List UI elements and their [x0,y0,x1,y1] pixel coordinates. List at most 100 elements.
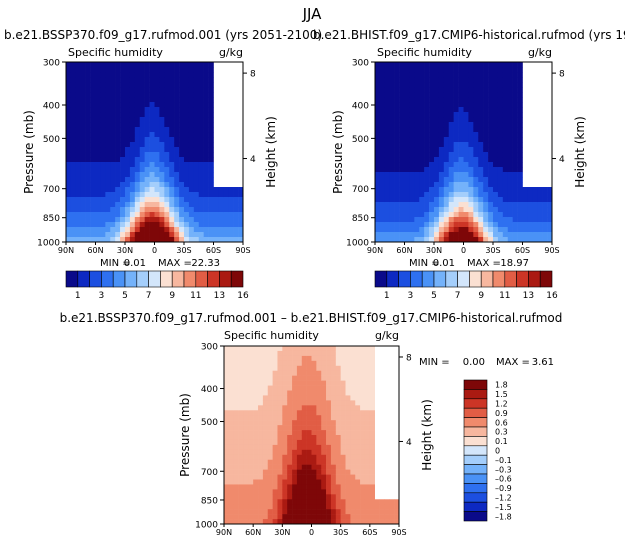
heatmap-cell [272,519,278,524]
heatmap-cell [448,77,454,83]
heatmap-cell [493,207,499,213]
heatmap-cell [134,137,141,143]
heatmap-cell [292,474,298,480]
heatmap-cell [258,469,264,475]
heatmap-cell [488,62,494,68]
heatmap-cell [267,469,273,475]
panel-2-x-ticks: 90N 60N 30N 0 30S 60S 90S [216,524,407,537]
heatmap-cell [424,67,430,73]
heatmap-cell [438,77,445,83]
heatmap-cell [223,212,229,218]
heatmap-cell [364,499,371,505]
heatmap-cell [80,207,86,213]
heatmap-cell [70,92,77,98]
heatmap-cell [355,494,361,500]
heatmap-cell [95,117,101,123]
heatmap-cell [129,157,136,163]
heatmap-cell [282,459,288,465]
heatmap-cell [301,375,307,381]
heatmap-cell [326,459,332,465]
heatmap-cell [502,117,509,123]
heatmap-cell [296,499,303,505]
heatmap-cell [296,454,303,461]
heatmap-cell [292,380,298,386]
heatmap-cell [404,117,410,123]
heatmap-cell [488,77,494,83]
heatmap-cell [429,142,435,148]
heatmap-cell [80,62,86,68]
heatmap-cell [424,232,430,238]
heatmap-cell [258,435,264,441]
colorbar-swatch [219,270,232,288]
heatmap-cell [95,207,101,213]
heatmap-cell [463,207,469,213]
heatmap-cell [547,217,552,223]
heatmap-cell [532,232,538,238]
colorbar-swatch [463,464,488,475]
heatmap-cell [90,137,96,143]
heatmap-cell [350,469,356,475]
x-tick-label: 90N [367,246,383,255]
heatmap-cell [369,519,375,524]
heatmap-cell [394,202,400,208]
heatmap-cell [316,365,322,372]
heatmap-cell [547,192,552,198]
heatmap-cell [188,227,195,233]
heatmap-cell [198,232,204,238]
heatmap-cell [497,237,504,242]
heatmap-cell [267,370,273,376]
heatmap-cell [434,232,440,238]
heatmap-cell [292,430,298,436]
heatmap-cell [463,122,469,128]
heatmap-cell [208,62,214,68]
heatmap-cell [488,162,494,168]
heatmap-cell [364,425,371,431]
heatmap-cell [233,192,239,198]
heatmap-cell [144,67,150,73]
heatmap-cell [389,217,395,223]
heatmap-cell [424,147,430,153]
heatmap-cell [258,494,264,500]
heatmap-cell [253,400,259,406]
heatmap-cell [458,112,464,118]
heatmap-cell [248,464,254,470]
heatmap-cell [100,67,106,73]
colorbar-label: 3 [408,291,414,301]
heatmap-cell [488,107,494,113]
heatmap-cell [262,395,269,401]
heatmap-cell [321,519,327,524]
heatmap-cell [424,77,430,83]
heatmap-cell [340,469,346,475]
heatmap-cell [75,132,82,138]
heatmap-cell [350,464,356,470]
heatmap-cell [125,202,131,208]
heatmap-cell [66,107,72,113]
heatmap-cell [262,346,269,352]
heatmap-cell [306,509,312,515]
heatmap-cell [350,439,356,446]
heatmap-cell [321,459,327,465]
heatmap-cell [468,212,474,218]
heatmap-cell [149,77,155,83]
heatmap-cell [438,87,445,93]
heatmap-cell [335,519,341,524]
heatmap-cell [404,122,410,128]
heatmap-cell [512,77,518,83]
heatmap-cell [340,444,346,451]
colorbar-swatch [469,270,482,288]
heatmap-cell [90,207,96,213]
heatmap-cell [493,192,499,198]
heatmap-cell [228,499,235,505]
heatmap-cell [125,237,131,242]
heatmap-cell [409,237,415,242]
heatmap-cell [292,489,298,495]
heatmap-cell [287,484,293,490]
heatmap-cell [198,82,204,88]
heatmap-cell [364,489,371,495]
heatmap-cell [375,62,381,68]
heatmap-cell [404,222,410,228]
panel-0-min-label: MIN = [100,258,131,269]
heatmap-cell [208,192,214,198]
heatmap-cell [238,212,243,218]
heatmap-cell [120,117,126,123]
